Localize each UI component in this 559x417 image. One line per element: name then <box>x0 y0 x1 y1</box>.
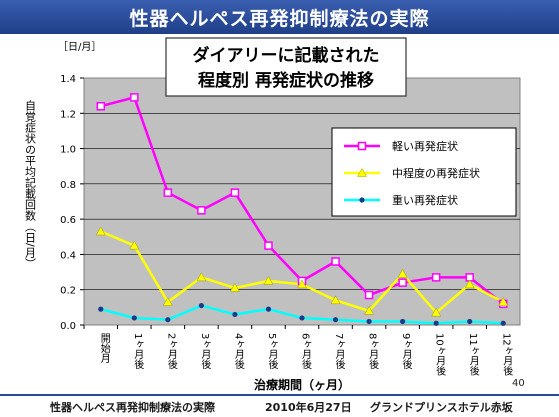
slide-title-text: 性器ヘルペス再発抑制療法の実際 <box>129 7 430 30</box>
legend-label: 軽い再発症状 <box>392 139 458 153</box>
data-point <box>230 188 240 197</box>
data-point <box>198 302 204 309</box>
y-tick-label: 1.2 <box>60 109 76 120</box>
chart-title-line2: 程度別 再発症状の推移 <box>198 70 374 91</box>
data-point <box>299 315 305 321</box>
legend-label: 重い再発症状 <box>392 193 458 207</box>
page-number: 40 <box>512 378 525 389</box>
data-point <box>162 297 173 306</box>
x-tick-label: 6ヶ月後 <box>300 333 312 369</box>
legend-label: 中程度の再発症状 <box>392 166 480 180</box>
x-tick-label: 3ヶ月後 <box>199 333 211 369</box>
footer-title: 性器ヘルペス再発抑制療法の実際 <box>50 400 215 414</box>
data-point <box>433 320 439 326</box>
data-point <box>264 241 273 250</box>
data-point <box>95 226 106 236</box>
data-point <box>197 206 206 215</box>
data-point <box>431 273 441 282</box>
chart-title-box <box>165 37 407 97</box>
footer: 性器ヘルペス再発抑制療法の実際 2010年6月27日 グランドプリンスホテル赤坂 <box>0 394 559 417</box>
data-point <box>130 93 139 102</box>
data-point <box>129 240 140 250</box>
data-point <box>397 268 408 278</box>
data-point <box>165 317 171 323</box>
data-point <box>366 318 372 325</box>
x-tick-label: 12ヶ月後 <box>501 333 513 376</box>
data-point <box>232 311 238 318</box>
y-tick-label: 1.4 <box>60 74 76 85</box>
data-point <box>500 320 506 326</box>
x-axis-label: 治療期間（ヶ月） <box>254 377 350 392</box>
data-point <box>196 272 207 282</box>
unit-label: ［日/月］ <box>58 41 101 53</box>
legend-marker <box>359 197 365 203</box>
data-point <box>467 318 473 325</box>
x-tick-label: 開始月 <box>98 333 110 364</box>
footer-venue: グランドプリンスホテル赤坂 <box>370 400 513 414</box>
data-point <box>464 279 475 289</box>
y-tick-label: 0.2 <box>60 286 76 297</box>
data-point <box>98 306 104 312</box>
y-tick-label: 0.6 <box>60 215 76 226</box>
y-axis-label: 自覚症状の平均記載回数（日/月） <box>24 100 37 269</box>
x-tick-label: 11ヶ月後 <box>467 333 479 376</box>
data-point <box>229 282 240 292</box>
data-point <box>330 295 341 305</box>
data-point <box>163 188 173 197</box>
data-point <box>263 275 274 285</box>
x-tick-label: 8ヶ月後 <box>367 333 379 369</box>
data-point <box>331 257 340 266</box>
data-point <box>498 297 509 306</box>
data-point <box>364 305 375 315</box>
data-point <box>400 318 406 325</box>
x-tick-label: 2ヶ月後 <box>165 333 177 369</box>
data-point <box>364 290 374 300</box>
chart: 0.0 0.2 0.4 0.6 0.8 1.0 1.2 1.4 開始月 1ヶ月後 2ヶ月後 3ヶ月後 4… <box>24 37 521 392</box>
legend-marker <box>357 167 367 177</box>
y-tick-label: 0.4 <box>60 250 76 261</box>
x-tick-label: 10ヶ月後 <box>434 333 446 376</box>
data-point <box>96 101 106 111</box>
x-tick-label: 1ヶ月後 <box>132 333 144 369</box>
data-point <box>332 317 339 323</box>
data-point <box>398 278 407 287</box>
y-tick-label: 0.8 <box>60 180 76 191</box>
y-tick-label: 1.0 <box>60 145 76 156</box>
data-point <box>431 307 442 317</box>
x-tick-label: 4ヶ月後 <box>232 333 244 369</box>
chart-title-line1: ダイアリーに記載された <box>193 45 380 66</box>
x-tick-label: 9ヶ月後 <box>400 333 412 369</box>
slide-title: 性器ヘルペス再発抑制療法の実際 <box>0 0 559 34</box>
data-point <box>131 315 137 321</box>
data-point <box>297 279 307 289</box>
data-point <box>265 306 272 312</box>
x-tick-label: 5ヶ月後 <box>266 333 278 369</box>
y-tick-label: 0.0 <box>60 321 76 332</box>
legend-marker <box>357 141 367 151</box>
x-tick-label: 7ヶ月後 <box>333 333 345 369</box>
footer-date: 2010年6月27日 <box>265 400 352 414</box>
